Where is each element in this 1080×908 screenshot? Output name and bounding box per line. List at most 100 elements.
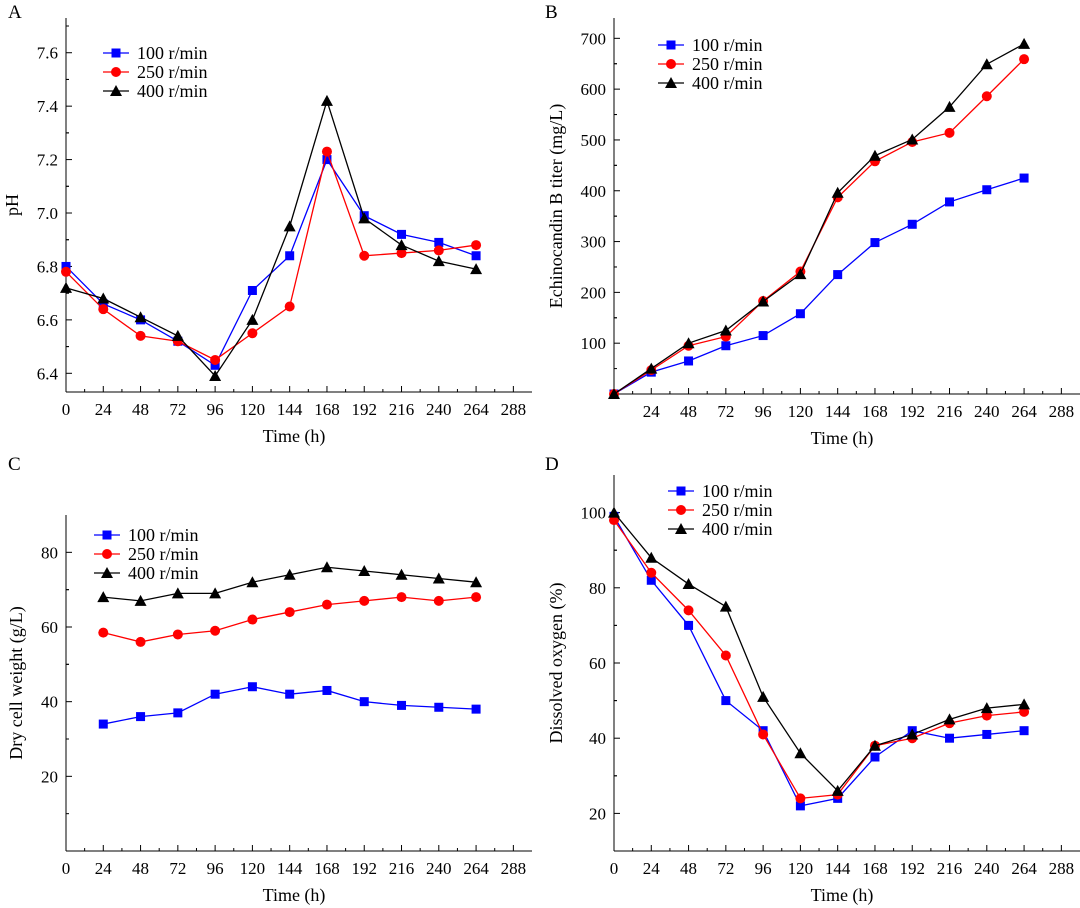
legend-marker: [111, 48, 121, 58]
x-tick-label: 216: [389, 400, 415, 419]
x-tick-label: 192: [899, 402, 925, 421]
x-axis-label: Time (h): [811, 885, 874, 906]
y-tick-label: 100: [581, 504, 607, 523]
legend-marker: [102, 530, 112, 540]
data-point: [981, 91, 992, 102]
series-line: [65, 98, 477, 378]
data-point: [831, 784, 844, 796]
data-point: [434, 237, 444, 247]
x-tick-label: 168: [314, 859, 340, 878]
data-point: [795, 801, 805, 811]
x-tick-label: 144: [825, 402, 851, 421]
data-point: [97, 591, 110, 603]
y-tick-label: 40: [589, 729, 606, 748]
data-point: [1018, 37, 1031, 49]
series-100-r-min: [61, 155, 481, 370]
data-point: [831, 186, 844, 198]
data-point: [944, 127, 955, 138]
data-point: [721, 341, 731, 351]
data-point: [721, 696, 731, 706]
data-point: [395, 239, 408, 251]
x-tick-label: 120: [240, 859, 266, 878]
data-point: [870, 752, 880, 762]
data-point: [171, 329, 184, 341]
data-point: [210, 354, 221, 365]
y-axis-label: Echinocandin B titer (mg/L): [546, 104, 567, 308]
data-point: [609, 515, 619, 526]
data-point: [397, 229, 407, 239]
data-point: [285, 689, 295, 699]
data-point: [906, 728, 919, 740]
series-line: [103, 596, 477, 643]
data-point: [172, 629, 183, 640]
x-tick-label: 216: [389, 859, 415, 878]
x-tick-label: 72: [717, 402, 734, 421]
data-point: [907, 219, 917, 229]
x-tick-label: 48: [680, 859, 697, 878]
legend-marker: [110, 85, 122, 96]
x-tick-label: 24: [95, 400, 113, 419]
x-tick-label: 0: [62, 400, 71, 419]
y-tick-label: 60: [589, 654, 606, 673]
series-line: [613, 177, 1025, 395]
data-point: [134, 311, 147, 323]
panel-a-chart: A 0 24 48 72 96 120 144 168 192 216 240 264 288 6.4 6.6…: [2, 2, 532, 447]
data-point: [358, 212, 371, 224]
y-tick-label: 80: [41, 543, 58, 562]
data-point: [173, 708, 183, 718]
x-tick-label: 288: [1049, 859, 1075, 878]
x-tick-label: 192: [351, 400, 377, 419]
x-tick-label: 72: [717, 859, 734, 878]
data-point: [359, 250, 370, 261]
x-tick-label: 288: [501, 400, 527, 419]
x-tick-label: 48: [680, 402, 697, 421]
legend-label: 250 r/min: [137, 62, 208, 82]
x-axis-label: Time (h): [263, 426, 326, 447]
legend-marker: [676, 505, 686, 515]
x-tick-label: 144: [825, 859, 851, 878]
data-point: [757, 690, 770, 702]
data-point: [210, 689, 220, 699]
legend-marker: [111, 67, 121, 77]
x-tick-label: 192: [899, 859, 925, 878]
y-axis-label: Dry cell weight (g/L): [6, 606, 27, 759]
legend-label: 400 r/min: [692, 73, 763, 93]
series-400-r-min: [97, 561, 483, 606]
data-point: [608, 388, 620, 399]
data-point: [320, 561, 333, 573]
x-tick-label: 144: [277, 400, 303, 419]
x-tick-label: 96: [755, 402, 772, 421]
data-point: [432, 255, 445, 267]
legend-label: 400 r/min: [137, 81, 208, 101]
y-tick-label: 20: [589, 804, 606, 823]
data-point: [247, 328, 258, 339]
data-point: [981, 710, 992, 721]
series-250-r-min: [61, 146, 482, 365]
data-point: [135, 636, 146, 647]
x-tick-label: 0: [62, 859, 71, 878]
legend-label: 400 r/min: [702, 519, 773, 539]
x-tick-label: 24: [643, 402, 661, 421]
data-point: [395, 568, 408, 580]
series-100-r-min: [609, 173, 1029, 399]
x-axis-label: Time (h): [811, 428, 874, 449]
data-point: [868, 739, 881, 751]
legend-label: 100 r/min: [137, 43, 208, 63]
data-point: [471, 240, 482, 251]
x-tick-label: 264: [1011, 859, 1037, 878]
data-point: [283, 568, 296, 580]
series-line: [613, 519, 1025, 800]
data-point: [358, 565, 371, 576]
data-point: [646, 575, 656, 585]
data-point: [980, 702, 993, 714]
series-250-r-min: [609, 54, 1030, 399]
x-tick-label: 72: [169, 400, 186, 419]
data-point: [396, 592, 407, 603]
data-point: [136, 712, 146, 722]
legend-label: 250 r/min: [702, 500, 773, 520]
x-tick-label: 264: [1011, 402, 1037, 421]
series-line: [613, 43, 1025, 395]
data-point: [945, 733, 955, 743]
